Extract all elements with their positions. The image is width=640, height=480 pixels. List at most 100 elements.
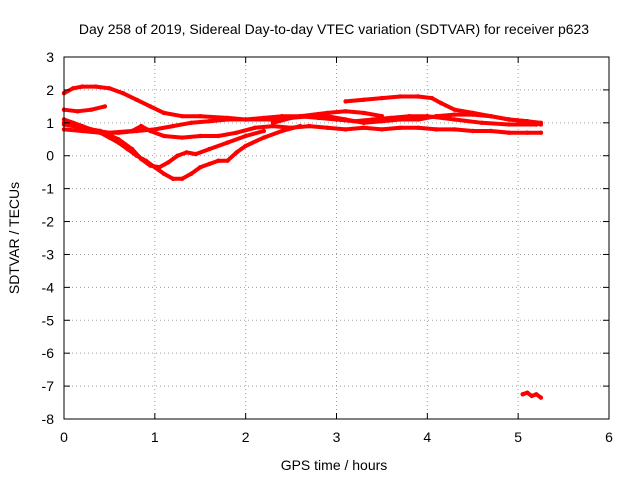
data-point: [207, 146, 212, 152]
data-point: [70, 86, 76, 91]
data-point: [107, 130, 112, 135]
data-point: [343, 127, 348, 132]
x-tick-label: 1: [151, 429, 159, 445]
data-point: [243, 143, 248, 149]
data-point: [139, 156, 144, 162]
data-point: [243, 133, 248, 139]
chart-title: Day 258 of 2019, Sidereal Day-to-day VTE…: [79, 21, 589, 37]
data-point: [307, 114, 312, 119]
data-point: [525, 130, 530, 135]
series-6: [61, 120, 544, 140]
x-tick-label: 2: [242, 429, 250, 445]
data-point: [538, 122, 544, 127]
y-tick-label: -3: [42, 246, 55, 262]
data-point: [161, 110, 167, 116]
data-point: [397, 94, 403, 99]
y-tick-label: 1: [46, 115, 54, 131]
data-point: [325, 114, 330, 119]
data-point: [534, 392, 539, 397]
data-point: [234, 130, 239, 135]
x-tick-label: 6: [605, 429, 613, 445]
data-point: [216, 133, 221, 139]
ticks: [63, 56, 610, 420]
data-point: [343, 99, 348, 104]
data-point: [361, 125, 366, 130]
series-2: [61, 104, 108, 114]
data-point: [279, 114, 285, 119]
x-axis-label: GPS time / hours: [281, 457, 388, 473]
data-point: [148, 128, 153, 134]
data-point: [129, 128, 135, 134]
data-point: [134, 97, 139, 103]
data-point: [434, 127, 439, 132]
data-point: [416, 125, 421, 130]
data-point: [261, 135, 266, 140]
data-point: [175, 153, 180, 158]
x-tick-label: 3: [333, 429, 341, 445]
data-point: [139, 123, 144, 129]
data-point: [75, 109, 80, 114]
data-point: [198, 133, 203, 139]
data-point: [538, 395, 544, 400]
x-tick-label: 4: [423, 429, 431, 445]
data-point: [161, 171, 167, 176]
y-tick-label: 0: [46, 148, 54, 164]
data-point: [506, 117, 512, 122]
data-point: [506, 122, 512, 127]
series-line: [62, 104, 107, 114]
y-tick-label: 3: [46, 49, 54, 65]
data-point: [80, 84, 85, 89]
data-point: [189, 171, 194, 176]
data-point: [429, 95, 435, 101]
data-point: [120, 91, 126, 96]
data-point: [452, 107, 457, 112]
data-point: [179, 176, 185, 181]
data-point: [207, 161, 212, 167]
data-point: [116, 137, 121, 142]
data-point: [166, 160, 171, 165]
data-point: [288, 115, 294, 121]
data-point: [148, 163, 153, 168]
data-point: [438, 100, 444, 106]
data-point: [216, 158, 221, 163]
data-point: [361, 110, 366, 116]
data-point: [93, 84, 99, 89]
data-point: [379, 95, 385, 101]
data-point: [107, 86, 112, 91]
data-point: [234, 150, 239, 155]
data-point: [307, 123, 312, 129]
series-line: [62, 120, 543, 140]
data-point: [193, 151, 198, 157]
data-point: [361, 97, 366, 103]
data-point: [261, 115, 266, 121]
data-point: [520, 392, 525, 397]
data-point: [198, 114, 203, 119]
data-point: [529, 393, 534, 399]
data-point: [488, 114, 494, 119]
y-tick-label: -1: [42, 181, 55, 197]
data-point: [416, 94, 421, 99]
y-tick-label: -7: [42, 378, 55, 394]
data-point: [179, 114, 185, 119]
data-point: [198, 165, 203, 170]
data-point: [261, 128, 266, 134]
data-point: [270, 123, 276, 129]
data-point: [470, 128, 475, 134]
series-layer: [61, 84, 544, 400]
data-point: [325, 110, 330, 116]
series-line: [62, 122, 266, 170]
data-point: [89, 107, 94, 112]
data-point: [343, 109, 348, 114]
data-point: [407, 114, 412, 119]
data-point: [397, 125, 403, 130]
data-point: [243, 117, 248, 122]
series-8: [270, 112, 544, 127]
data-point: [102, 104, 108, 109]
y-tick-label: -2: [42, 214, 55, 230]
y-tick-label: -8: [42, 411, 55, 427]
data-point: [379, 127, 385, 132]
data-point: [170, 123, 176, 129]
tick-labels: 0 1 2 3 4 5 6 -8 -7 -6 -5 -4 -3 -2 -1 0 1 2 3: [42, 49, 614, 445]
